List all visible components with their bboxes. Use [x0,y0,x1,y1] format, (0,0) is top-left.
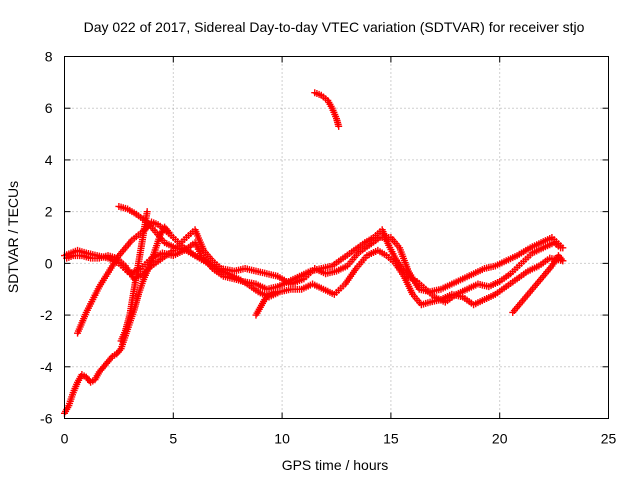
data-point [335,122,343,130]
series-arc-i [509,252,567,316]
axis-ticks: 0 5 10 15 20 25 -6 -4 -2 0 2 4 6 8 [40,49,616,447]
series-arc-g [252,288,280,319]
x-tick-label: 25 [601,431,617,447]
x-tick-label: 0 [61,431,69,447]
x-tick-label: 20 [492,431,508,447]
data-point [143,208,151,216]
y-axis-label: SDTVAR / TECUs [5,181,21,293]
y-tick-label: -4 [40,359,53,375]
data-point [559,244,567,252]
y-tick-label: -2 [40,307,53,323]
y-tick-label: -6 [40,411,53,427]
data-points [61,89,567,417]
series-arc-h [311,89,343,130]
y-tick-label: 2 [45,204,53,220]
x-tick-label: 15 [383,431,399,447]
series-arc-e [61,223,173,417]
x-tick-label: 5 [169,431,177,447]
plot-frame [64,56,609,419]
data-point [165,228,173,236]
data-point [202,257,210,265]
chart-title: Day 022 of 2017, Sidereal Day-to-day VTE… [84,19,585,35]
y-tick-label: 8 [45,49,53,65]
x-tick-label: 10 [274,431,290,447]
x-axis-label: GPS time / hours [282,457,389,473]
y-tick-label: 6 [45,100,53,116]
y-tick-label: 4 [45,152,53,168]
series-arc-f [117,208,151,345]
data-point [559,257,567,265]
data-point [272,288,280,296]
y-tick-label: 0 [45,255,53,271]
